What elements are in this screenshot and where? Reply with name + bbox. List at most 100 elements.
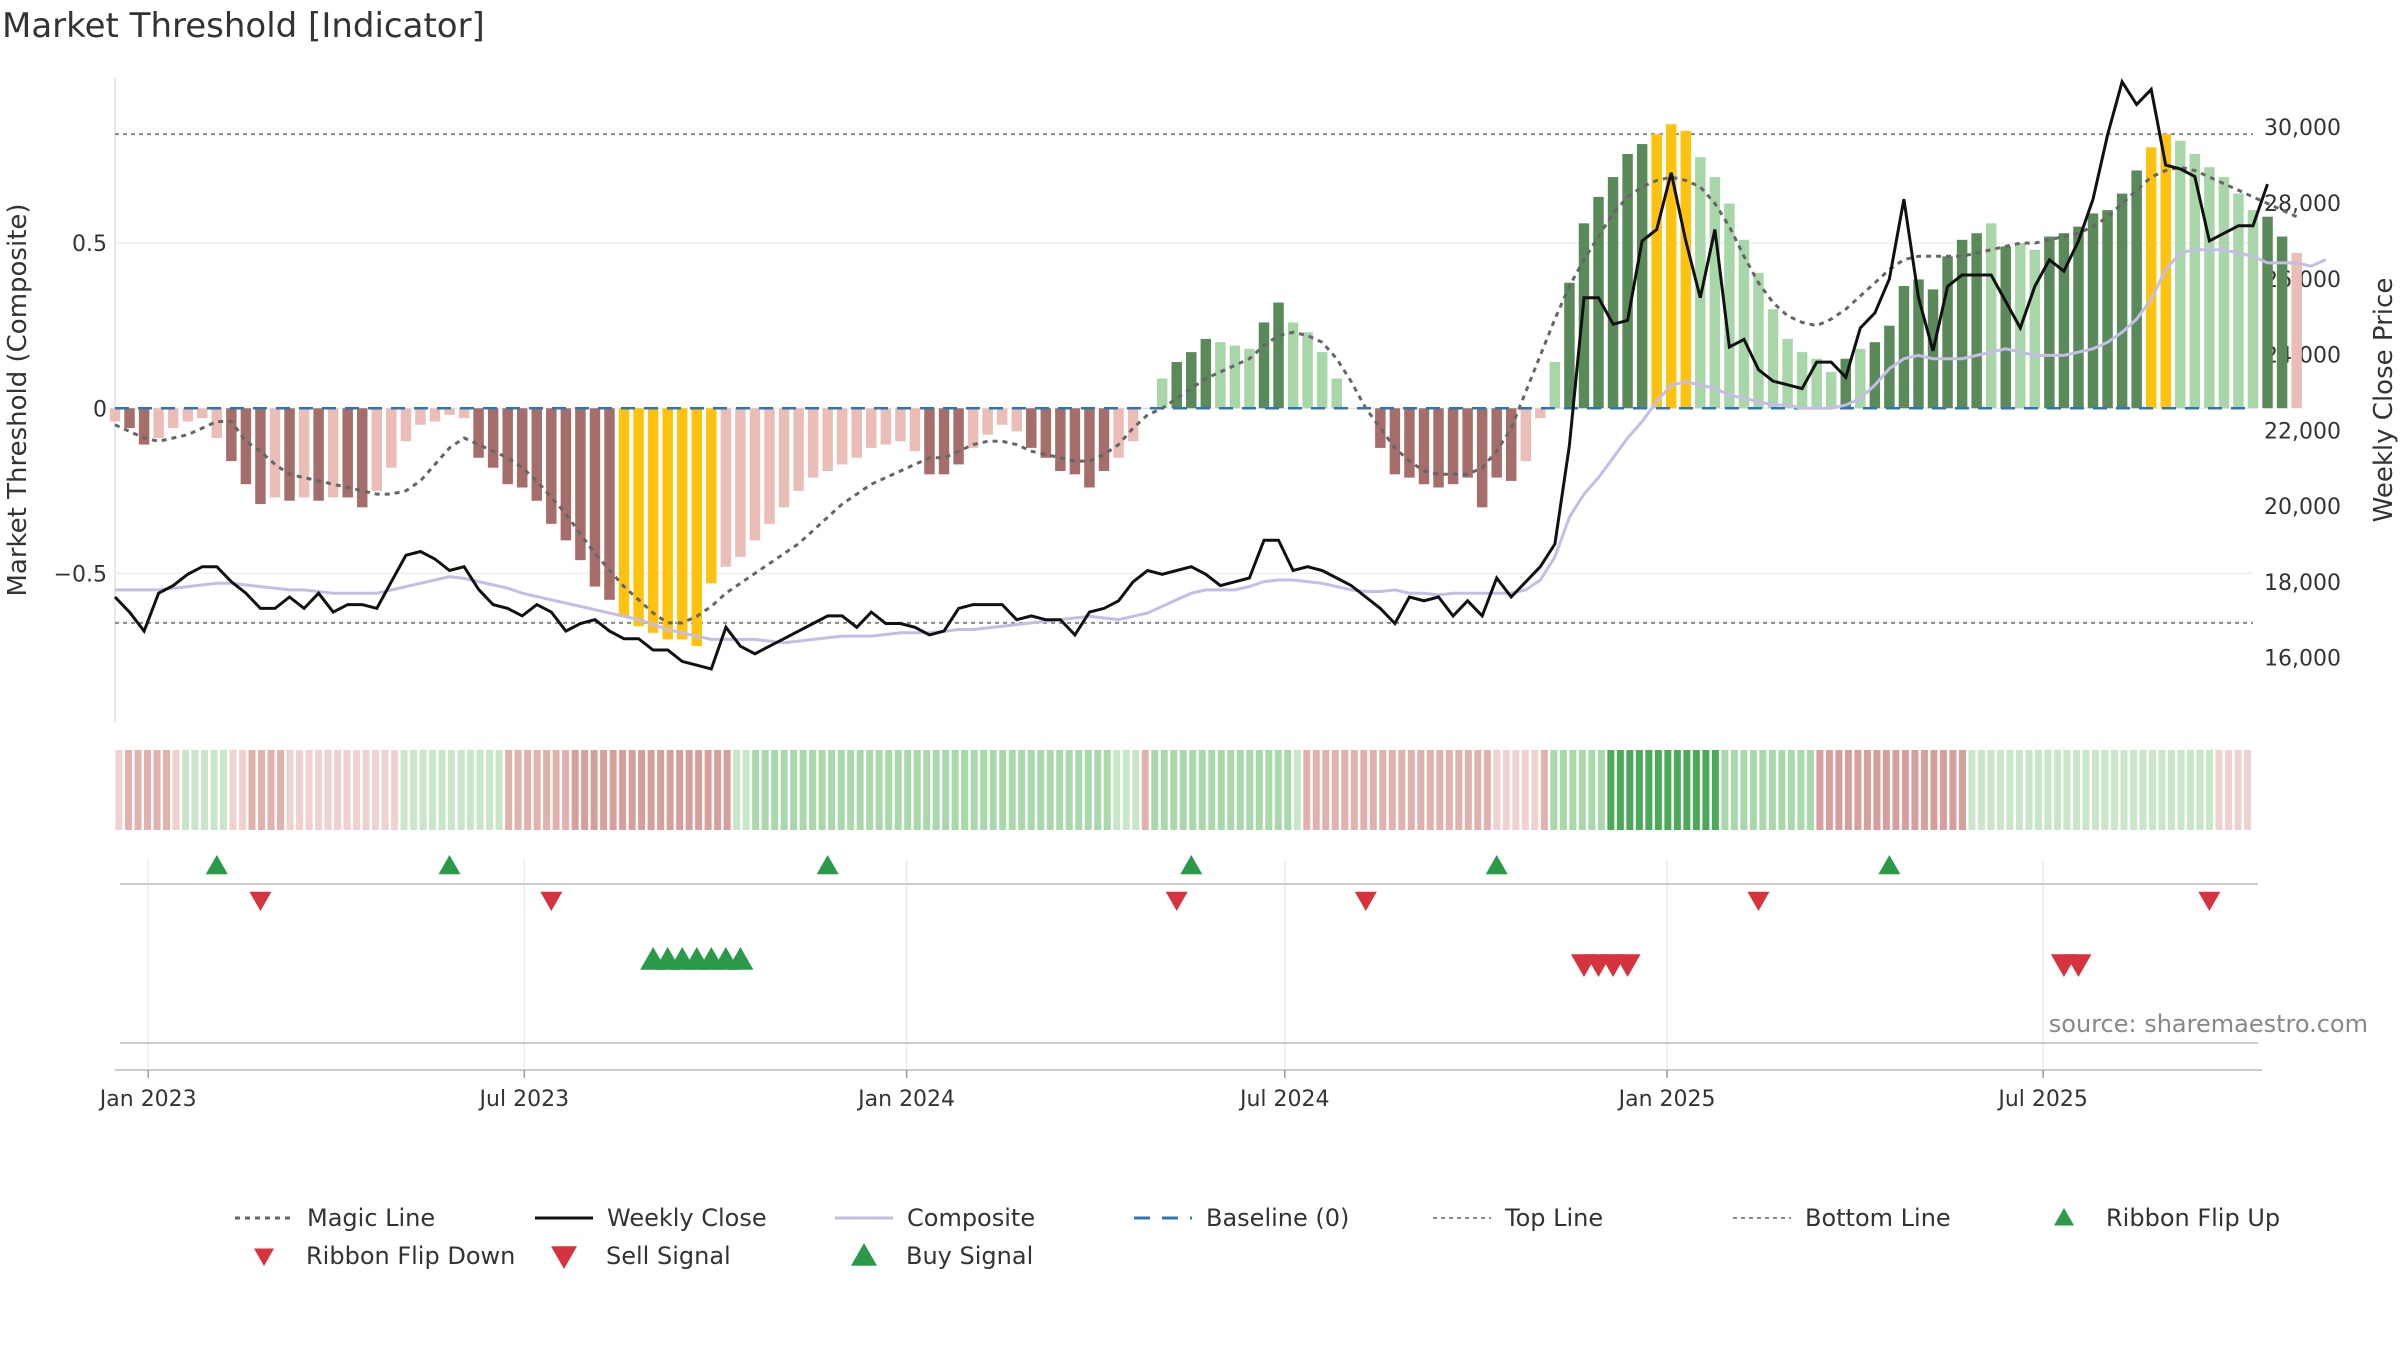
ribbon-cell [913,750,921,830]
composite-bar [735,408,746,557]
y-tick-label: 0.5 [72,232,107,257]
ribbon-cell [134,750,142,830]
ribbon-cell [305,750,313,830]
composite-bar [313,408,324,501]
ribbon-cell [818,750,826,830]
composite-bar [429,408,441,422]
ribbon-cell [182,750,190,830]
composite-bar [1462,408,1473,478]
composite-bar [1433,408,1444,488]
composite-bar [1840,358,1851,409]
ribbon-cell [2091,750,2099,830]
ribbon-cell [476,750,484,830]
composite-bar [1738,239,1750,409]
ribbon-cell [1056,750,1064,830]
ribbon-cell [1179,750,1187,830]
legend-swatch-buy [851,1243,877,1266]
composite-bar [2087,213,2099,409]
ribbon-cell [970,750,978,830]
composite-bar [1506,408,1517,481]
composite-bar [1156,378,1168,409]
ribbon-flip-up-marker [1180,855,1203,875]
ribbon-cell [1892,750,1900,830]
composite-bar [1796,352,1808,409]
composite-bar [2218,177,2230,409]
composite-bar [240,408,252,485]
composite-bar [1287,322,1299,409]
ribbon-cell [752,750,760,830]
composite-bar [1200,338,1212,409]
ribbon-cell [761,750,769,830]
ribbon-cell [2177,750,2185,830]
composite-bar [1811,358,1822,409]
composite-bar [153,408,164,438]
composite-bar [1258,322,1270,409]
ribbon-cell [2196,750,2204,830]
y2-tick-label: 16,000 [2264,647,2341,672]
composite-bar [1607,177,1619,409]
composite-bar [618,408,630,617]
composite-bar [1695,157,1706,409]
ribbon-cell [1455,750,1463,830]
ribbon-cell [1217,750,1225,830]
composite-bar [807,408,819,478]
ribbon-cell [1844,750,1852,830]
ribbon-cell [1350,750,1358,830]
composite-bar [1098,408,1110,472]
composite-bar [2102,210,2113,409]
ribbon-cell [1065,750,1073,830]
ribbon-cell [799,750,807,830]
ribbon-cell [961,750,969,830]
ribbon-cell [1398,750,1406,830]
ribbon-cell [505,750,513,830]
buy-signal-marker [727,947,754,970]
composite-bar [1302,332,1313,409]
composite-bar [778,408,790,508]
ribbon-cell [1702,750,1710,830]
ribbon-cell [1711,750,1719,830]
ribbon-cell [1502,750,1510,830]
composite-bar [1069,408,1081,475]
ribbon-cell [286,750,294,830]
ribbon-cell [1949,750,1957,830]
composite-bar [1084,408,1095,488]
ribbon-cell [1388,750,1396,830]
composite-bar [895,408,906,442]
ribbon-cell [837,750,845,830]
ribbon-cell [1227,750,1235,830]
y-axis-label: Market Threshold (Composite) [3,203,33,596]
ribbon-cell [1768,750,1776,830]
ribbon-flip-down-marker [1747,891,1770,911]
legend-label: Buy Signal [906,1242,1033,1270]
ribbon-cell [2186,750,2194,830]
composite-bar [662,408,673,640]
composite-bar [633,408,644,627]
ribbon-cell [429,750,437,830]
ribbon-cell [989,750,997,830]
ribbon-cell [514,750,522,830]
ribbon-cell [1303,750,1311,830]
ribbon-cell [742,750,750,830]
y2-axis-label: Weekly Close Price [2369,278,2399,523]
composite-bar [1273,302,1284,409]
composite-bar [575,408,586,561]
ribbon-cell [951,750,959,830]
ribbon-cell [1569,750,1577,830]
composite-bar [1375,408,1386,448]
composite-bar [167,408,179,429]
ribbon-cell [2053,750,2061,830]
composite-bar [1898,286,1910,409]
composite-bar [1665,124,1677,409]
ribbon-cell [1958,750,1966,830]
composite-bar [880,408,892,445]
composite-bar [1855,348,1866,409]
ribbon-cell [315,750,323,830]
ribbon-cell [1293,750,1301,830]
ribbon-flip-up-marker [1485,855,1508,875]
ribbon-cell [1094,750,1102,830]
ribbon-cell [1284,750,1292,830]
y-tick-label: −0.5 [54,562,107,587]
ribbon-cell [1930,750,1938,830]
composite-bar [2131,170,2142,409]
ribbon-cell [248,750,256,830]
